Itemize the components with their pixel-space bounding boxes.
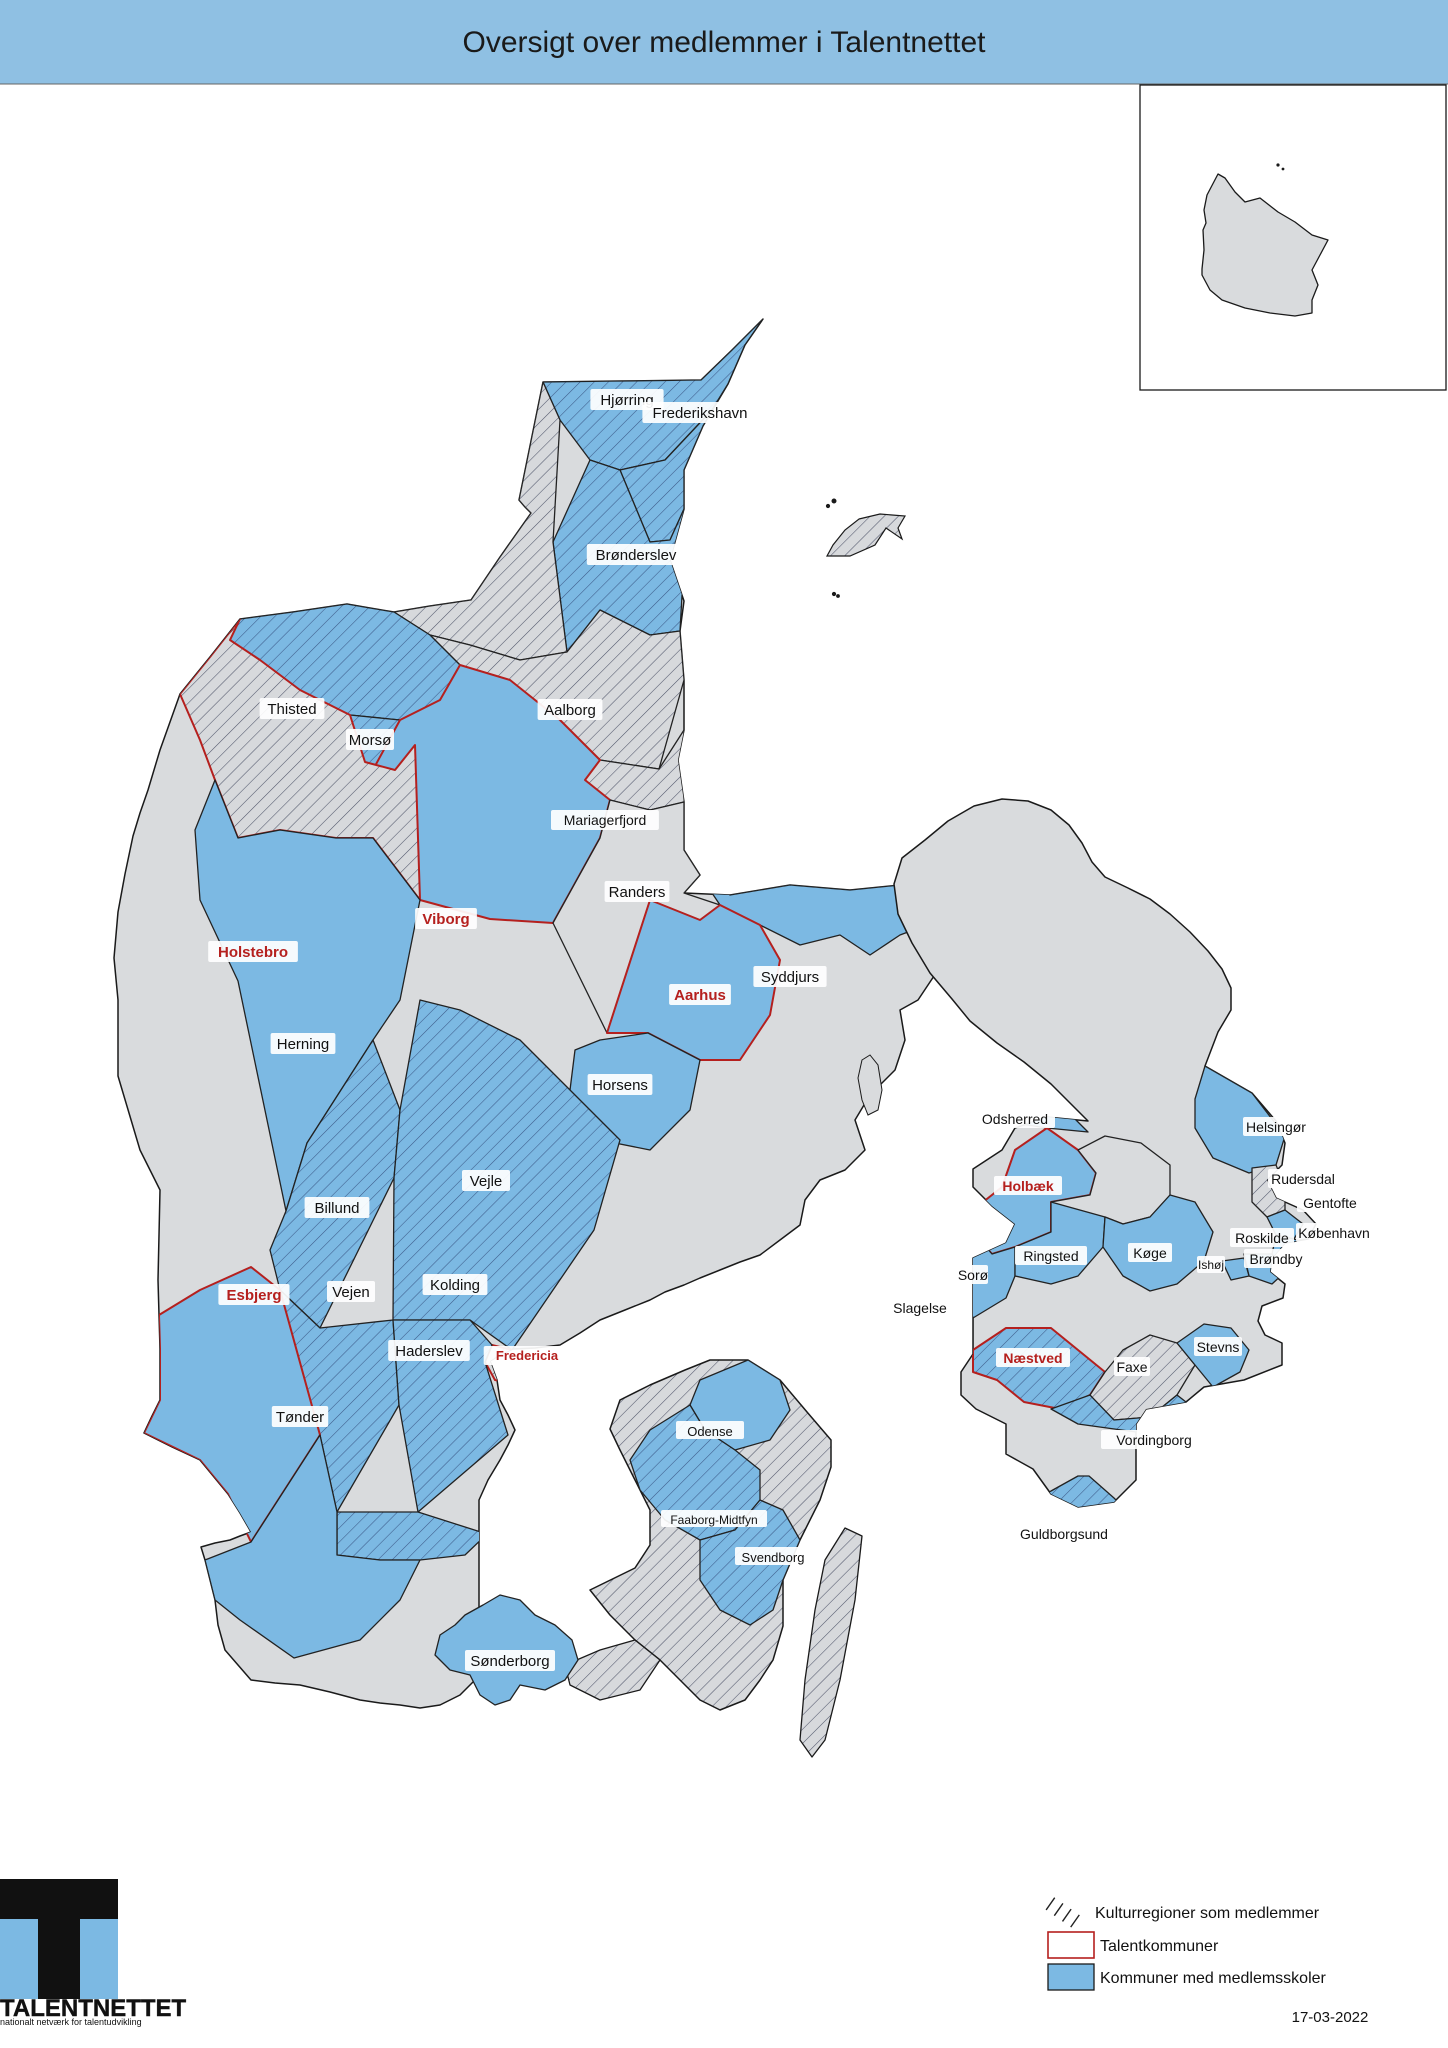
svg-text:Odense: Odense (687, 1424, 733, 1439)
svg-text:Talentkommuner: Talentkommuner (1100, 1938, 1219, 1955)
svg-text:Kolding: Kolding (430, 1277, 480, 1294)
svg-text:Haderslev: Haderslev (395, 1343, 463, 1360)
svg-text:Gentofte: Gentofte (1303, 1195, 1357, 1211)
svg-text:nationalt netværk for talentud: nationalt netværk for talentudvikling (0, 2017, 142, 2027)
svg-text:København: København (1298, 1225, 1370, 1241)
svg-text:Syddjurs: Syddjurs (761, 969, 819, 986)
svg-text:Faaborg-Midtfyn: Faaborg-Midtfyn (670, 1513, 757, 1527)
svg-text:Holbæk: Holbæk (1002, 1178, 1054, 1194)
svg-text:Herning: Herning (277, 1036, 330, 1053)
svg-text:Kommuner med medlemsskoler: Kommuner med medlemsskoler (1100, 1970, 1327, 1987)
svg-text:Aalborg: Aalborg (544, 702, 596, 719)
svg-text:Viborg: Viborg (422, 911, 469, 928)
svg-text:Vejen: Vejen (332, 1284, 370, 1301)
svg-text:Sorø: Sorø (958, 1267, 989, 1283)
svg-text:Frederikshavn: Frederikshavn (652, 405, 747, 422)
svg-text:Brøndby: Brøndby (1250, 1251, 1303, 1267)
svg-text:Brønderslev: Brønderslev (596, 547, 677, 564)
svg-text:Vejle: Vejle (470, 1173, 503, 1190)
svg-text:Oversigt over medlemmer i Tale: Oversigt over medlemmer i Talentnettet (463, 26, 987, 59)
svg-text:Sønderborg: Sønderborg (470, 1653, 549, 1670)
svg-text:Ringsted: Ringsted (1023, 1248, 1078, 1264)
svg-text:Thisted: Thisted (267, 701, 316, 718)
svg-text:Faxe: Faxe (1116, 1359, 1147, 1375)
svg-text:Guldborgsund: Guldborgsund (1020, 1526, 1108, 1542)
svg-text:17-03-2022: 17-03-2022 (1292, 2009, 1369, 2026)
svg-text:Tønder: Tønder (276, 1409, 324, 1426)
svg-text:Svendborg: Svendborg (742, 1550, 805, 1565)
svg-text:Esbjerg: Esbjerg (226, 1287, 281, 1304)
svg-text:Helsingør: Helsingør (1246, 1119, 1306, 1135)
svg-text:Ishøj: Ishøj (1198, 1258, 1224, 1272)
svg-text:Aarhus: Aarhus (674, 987, 726, 1004)
svg-text:Holstebro: Holstebro (218, 944, 288, 961)
svg-text:Roskilde: Roskilde (1235, 1230, 1289, 1246)
svg-text:Horsens: Horsens (592, 1077, 648, 1094)
svg-text:Morsø: Morsø (349, 732, 392, 749)
svg-text:Køge: Køge (1133, 1245, 1167, 1261)
svg-text:Næstved: Næstved (1003, 1350, 1062, 1366)
svg-text:Slagelse: Slagelse (893, 1300, 947, 1316)
svg-text:Randers: Randers (609, 884, 666, 901)
svg-text:Fredericia: Fredericia (496, 1348, 559, 1363)
svg-text:Mariagerfjord: Mariagerfjord (564, 812, 646, 828)
svg-text:Billund: Billund (314, 1200, 359, 1217)
svg-text:Vordingborg: Vordingborg (1116, 1432, 1192, 1448)
svg-text:Rudersdal: Rudersdal (1271, 1171, 1335, 1187)
svg-text:Stevns: Stevns (1197, 1339, 1240, 1355)
svg-text:Kulturregioner som medlemmer: Kulturregioner som medlemmer (1095, 1905, 1320, 1922)
svg-text:Odsherred: Odsherred (982, 1111, 1048, 1127)
